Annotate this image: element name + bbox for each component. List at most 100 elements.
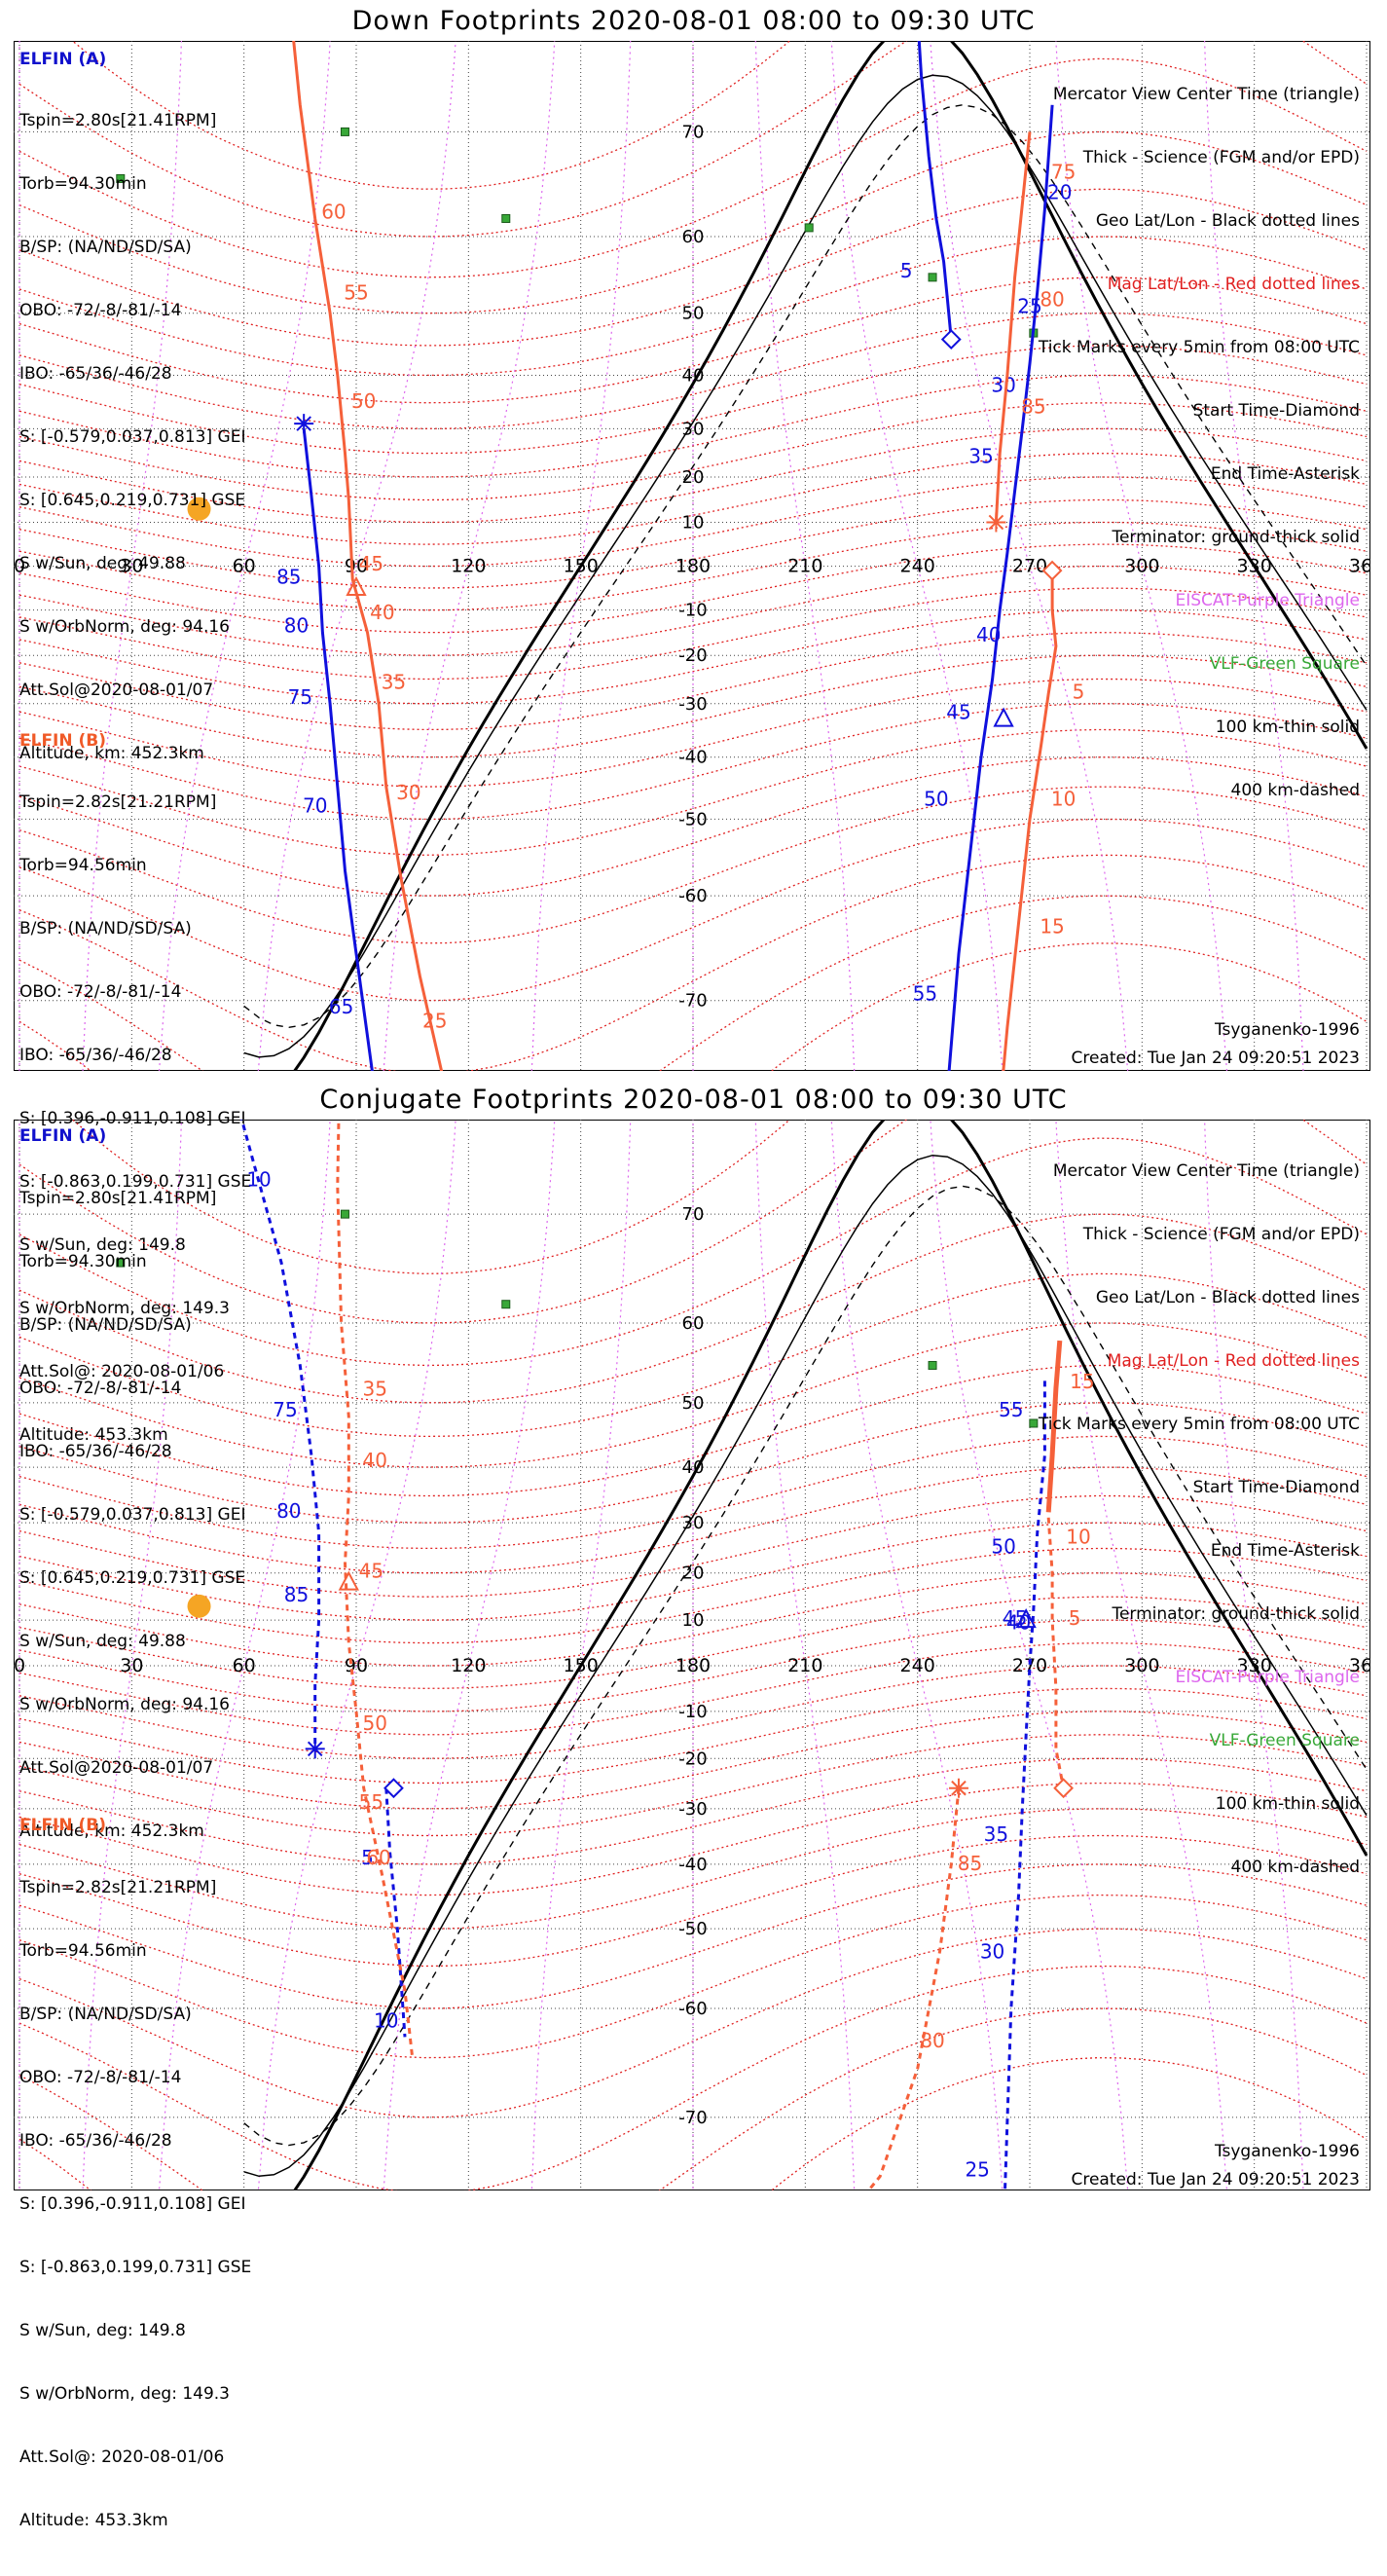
y-tick-label: 20 [682,467,705,488]
mag-latitude-line [18,1402,1368,1524]
info-line: Altitude, km: 452.3km [19,744,204,763]
track-time-label: 55 [344,280,368,304]
track-time-label: 85 [1021,395,1045,419]
mag-latitude-line [18,1322,1368,1468]
mag-meridian-line [1204,1120,1304,2190]
mag-latitude-line [18,1137,1368,1367]
info-line: B/SP: (NA/ND/SD/SA) [19,1315,192,1335]
mag-meridian-line [82,1120,182,2190]
y-tick-label: 50 [682,304,705,324]
vlf-station-marker [1029,1418,1039,1428]
footprint-track [384,1787,407,2038]
info-line: IBO: -65/36/-46/28 [19,364,172,384]
footprint-track [1045,1340,1063,1513]
info-line: Torb=94.30min [19,174,147,194]
chart-title: Down Footprints 2020-08-01 08:00 to 09:3… [351,6,1036,36]
mag-latitude-line [18,1834,1368,1968]
y-tick-label: 40 [682,1457,705,1478]
footprint-track [239,1120,321,1745]
y-tick-label: -10 [678,601,707,621]
elfin-b-label: ELFIN (B) [19,1816,107,1835]
y-tick-label: 60 [682,227,705,247]
terminator-400km [243,104,1368,1029]
track-time-label: 75 [273,1398,297,1421]
mag-latitude-line [18,587,1368,681]
info-line: Tspin=2.80s[21.41RPM] [19,111,217,130]
footprint-track [292,41,444,1071]
info-line: Torb=94.30min [19,1252,147,1271]
legend-item: Mag Lat/Lon - Red dotted lines [1107,275,1360,294]
x-tick-label: 120 [451,556,486,577]
y-tick-label: 50 [682,1393,705,1414]
info-line: OBO: -72/-8/-81/-14 [19,1379,182,1398]
y-tick-label: 60 [682,1313,705,1334]
track-time-label: 10 [246,1167,271,1191]
vlf-station-marker [340,1209,349,1219]
x-tick-label: 330 [1237,1655,1272,1676]
mag-meridian-line [257,41,456,1071]
y-tick-label: -20 [678,645,707,666]
elfin-b-label: ELFIN (B) [19,731,107,751]
y-tick-label: -40 [678,1855,707,1875]
track-time-label: 10 [1051,788,1076,811]
vlf-station-marker [501,1300,511,1309]
track-time-label: 80 [920,2029,944,2052]
center-time-triangle [1015,1607,1037,1629]
info-line: S w/Sun, deg: 49.88 [19,554,186,573]
model-label: Tsyganenko-1996 [1214,1020,1360,1040]
mag-meridian-line [82,41,182,1071]
footprint-track [994,131,1032,523]
info-line: S w/Sun, deg: 149.8 [19,1235,186,1255]
track-time-label: 85 [958,1852,982,1875]
legend-item: Tick Marks every 5min from 08:00 UTC [1038,1415,1360,1434]
footprint-track [302,428,374,1071]
legend-item: VLF-Green Square [1209,654,1360,674]
info-line: Torb=94.56min [19,1941,147,1961]
legend-item: Thick - Science (FGM and/or EPD) [1082,148,1360,167]
legend-item: 400 km-dashed [1230,781,1360,800]
terminator-ground [292,1120,1369,2190]
end-asterisk-marker [294,414,314,434]
mercator-map: 0306090120150180210240270300330360706050… [14,41,1370,1071]
mag-meridian-line [530,41,632,1071]
mag-latitude-line [18,188,1368,347]
mag-latitude-line [18,543,1368,634]
info-line: S: [0.645,0.219,0.731] GSE [19,1568,246,1588]
track-time-label: 85 [276,566,301,589]
mag-latitude-line [18,1572,1368,1667]
mag-latitude-line [18,1734,1368,1837]
y-tick-label: 20 [682,1564,705,1584]
vlf-station-marker [340,127,349,136]
mag-latitude-line [18,942,1368,1071]
mag-latitude-line [18,1619,1368,1712]
track-time-label: 70 [303,794,327,818]
track-time-label: 5 [1069,1606,1081,1630]
mag-latitude-line [18,130,1368,314]
y-tick-label: -70 [678,2108,707,2128]
info-line: S: [-0.863,0.199,0.731] GSE [19,2258,252,2277]
track-time-label: 45 [946,701,970,724]
mag-latitude-line [18,1687,1368,1785]
x-tick-label: 180 [675,1655,711,1676]
y-tick-label: -40 [678,748,707,768]
track-time-label: 30 [991,374,1015,397]
mag-meridian-line [257,1120,456,2190]
x-tick-label: 300 [1124,556,1159,577]
elfin-a-label: ELFIN (A) [19,1126,107,1146]
x-tick-label: 360 [1349,1655,1370,1676]
map-frame [14,41,1370,1071]
elfin-a-label: ELFIN (A) [19,50,107,69]
x-tick-label: 240 [900,556,935,577]
x-tick-label: 30 [120,556,143,577]
x-tick-label: 240 [900,1655,935,1676]
legend-item: End Time-Asterisk [1210,464,1360,484]
mag-meridian-line [930,1120,1129,2190]
x-tick-label: 330 [1237,556,1272,577]
center-time-triangle [993,707,1014,727]
mag-latitude-line [18,1272,1368,1438]
mag-latitude-line [18,1808,1368,1930]
track-time-label: 25 [1017,295,1041,318]
mag-latitude-line [18,609,1368,705]
mag-latitude-line [18,521,1368,611]
track-time-label: 50 [991,1535,1015,1559]
